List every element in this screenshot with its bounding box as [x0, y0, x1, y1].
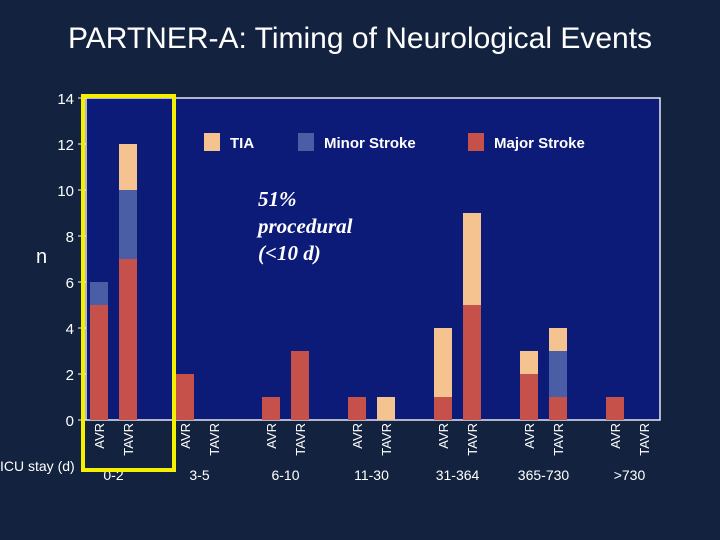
- legend: TIA Minor Stroke Major Stroke: [204, 133, 585, 152]
- group-label: 6-10: [271, 467, 299, 483]
- bar-minor-stroke-tavr-365-730: [549, 351, 567, 397]
- bar-major-stroke-tavr-31-364: [463, 305, 481, 420]
- y-tick-label: 14: [57, 91, 74, 108]
- bar-minor-stroke-tavr-0-2: [119, 190, 137, 259]
- bar-major-stroke-avr-3-5: [176, 374, 194, 420]
- legend-label-tia: TIA: [230, 135, 254, 152]
- bar-tia-tavr-31-364: [463, 213, 481, 305]
- annotation-line: procedural: [256, 214, 353, 238]
- y-tick-label: 8: [66, 229, 74, 246]
- group-label: 31-364: [436, 467, 480, 483]
- bar-tia-tavr-365-730: [549, 328, 567, 351]
- arm-label-avr: AVR: [522, 423, 537, 449]
- arm-label-tavr: TAVR: [293, 423, 308, 456]
- arm-label-tavr: TAVR: [121, 423, 136, 456]
- bar-tia-tavr-11-30: [377, 397, 395, 420]
- legend-swatch-tia: [204, 133, 220, 151]
- arm-label-avr: AVR: [608, 423, 623, 449]
- arm-label-tavr: TAVR: [465, 423, 480, 456]
- arm-label-avr: AVR: [92, 423, 107, 449]
- group-label: >730: [614, 467, 646, 483]
- legend-label-minor-stroke: Minor Stroke: [324, 135, 416, 152]
- y-tick-label: 12: [57, 137, 74, 154]
- bar-major-stroke-avr-365-730: [520, 374, 538, 420]
- y-tick-label: 4: [66, 321, 74, 338]
- arm-label-tavr: TAVR: [637, 423, 652, 456]
- bar-major-stroke-tavr-365-730: [549, 397, 567, 420]
- bar-major-stroke-avr-11-30: [348, 397, 366, 420]
- bar-major-stroke-tavr-6-10: [291, 351, 309, 420]
- legend-swatch-major-stroke: [468, 133, 484, 151]
- arm-label-tavr: TAVR: [551, 423, 566, 456]
- arm-label-tavr: TAVR: [207, 423, 222, 456]
- y-tick-label: 2: [66, 367, 74, 384]
- bar-major-stroke-tavr-0-2: [119, 259, 137, 420]
- bars: [90, 144, 624, 420]
- annotation: 51% procedural (<10 d): [256, 187, 353, 265]
- group-label: 3-5: [189, 467, 209, 483]
- y-tick-label: 0: [66, 413, 74, 430]
- arm-label-avr: AVR: [264, 423, 279, 449]
- bar-minor-stroke-avr-0-2: [90, 282, 108, 305]
- y-tick-label: 10: [57, 183, 74, 200]
- bar-tia-tavr-0-2: [119, 144, 137, 190]
- x-axis-label: ICU stay (d): [0, 458, 75, 474]
- y-axis-label: n: [36, 246, 48, 268]
- arm-label-avr: AVR: [350, 423, 365, 449]
- arm-label-avr: AVR: [178, 423, 193, 449]
- bar-major-stroke-avr-0-2: [90, 305, 108, 420]
- page-title: PARTNER-A: Timing of Neurological Events: [67, 22, 653, 55]
- bar-major-stroke-avr-730: [606, 397, 624, 420]
- arm-labels: AVR TAVR AVR TAVR AVR TAVR AVR TAVR AVR TAVR AVR TA…: [92, 423, 652, 456]
- y-axis: 0 2 4 6 8 10 12 14: [57, 91, 86, 430]
- highlight-box: [81, 94, 176, 472]
- group-label: 365-730: [518, 467, 570, 483]
- annotation-line: (<10 d): [258, 241, 321, 265]
- group-label: 11-30: [354, 467, 389, 483]
- legend-label-major-stroke: Major Stroke: [494, 135, 585, 152]
- y-tick-label: 6: [66, 275, 74, 292]
- group-labels: 0-2 3-5 6-10 11-30 31-364 365-730 >730: [103, 467, 645, 483]
- arm-label-tavr: TAVR: [379, 423, 394, 456]
- bar-tia-avr-31-364: [434, 328, 452, 397]
- arm-label-avr: AVR: [436, 423, 451, 449]
- bar-major-stroke-avr-31-364: [434, 397, 452, 420]
- bar-tia-avr-365-730: [520, 351, 538, 374]
- annotation-line: 51%: [258, 187, 297, 211]
- legend-swatch-minor-stroke: [298, 133, 314, 151]
- bar-major-stroke-avr-6-10: [262, 397, 280, 420]
